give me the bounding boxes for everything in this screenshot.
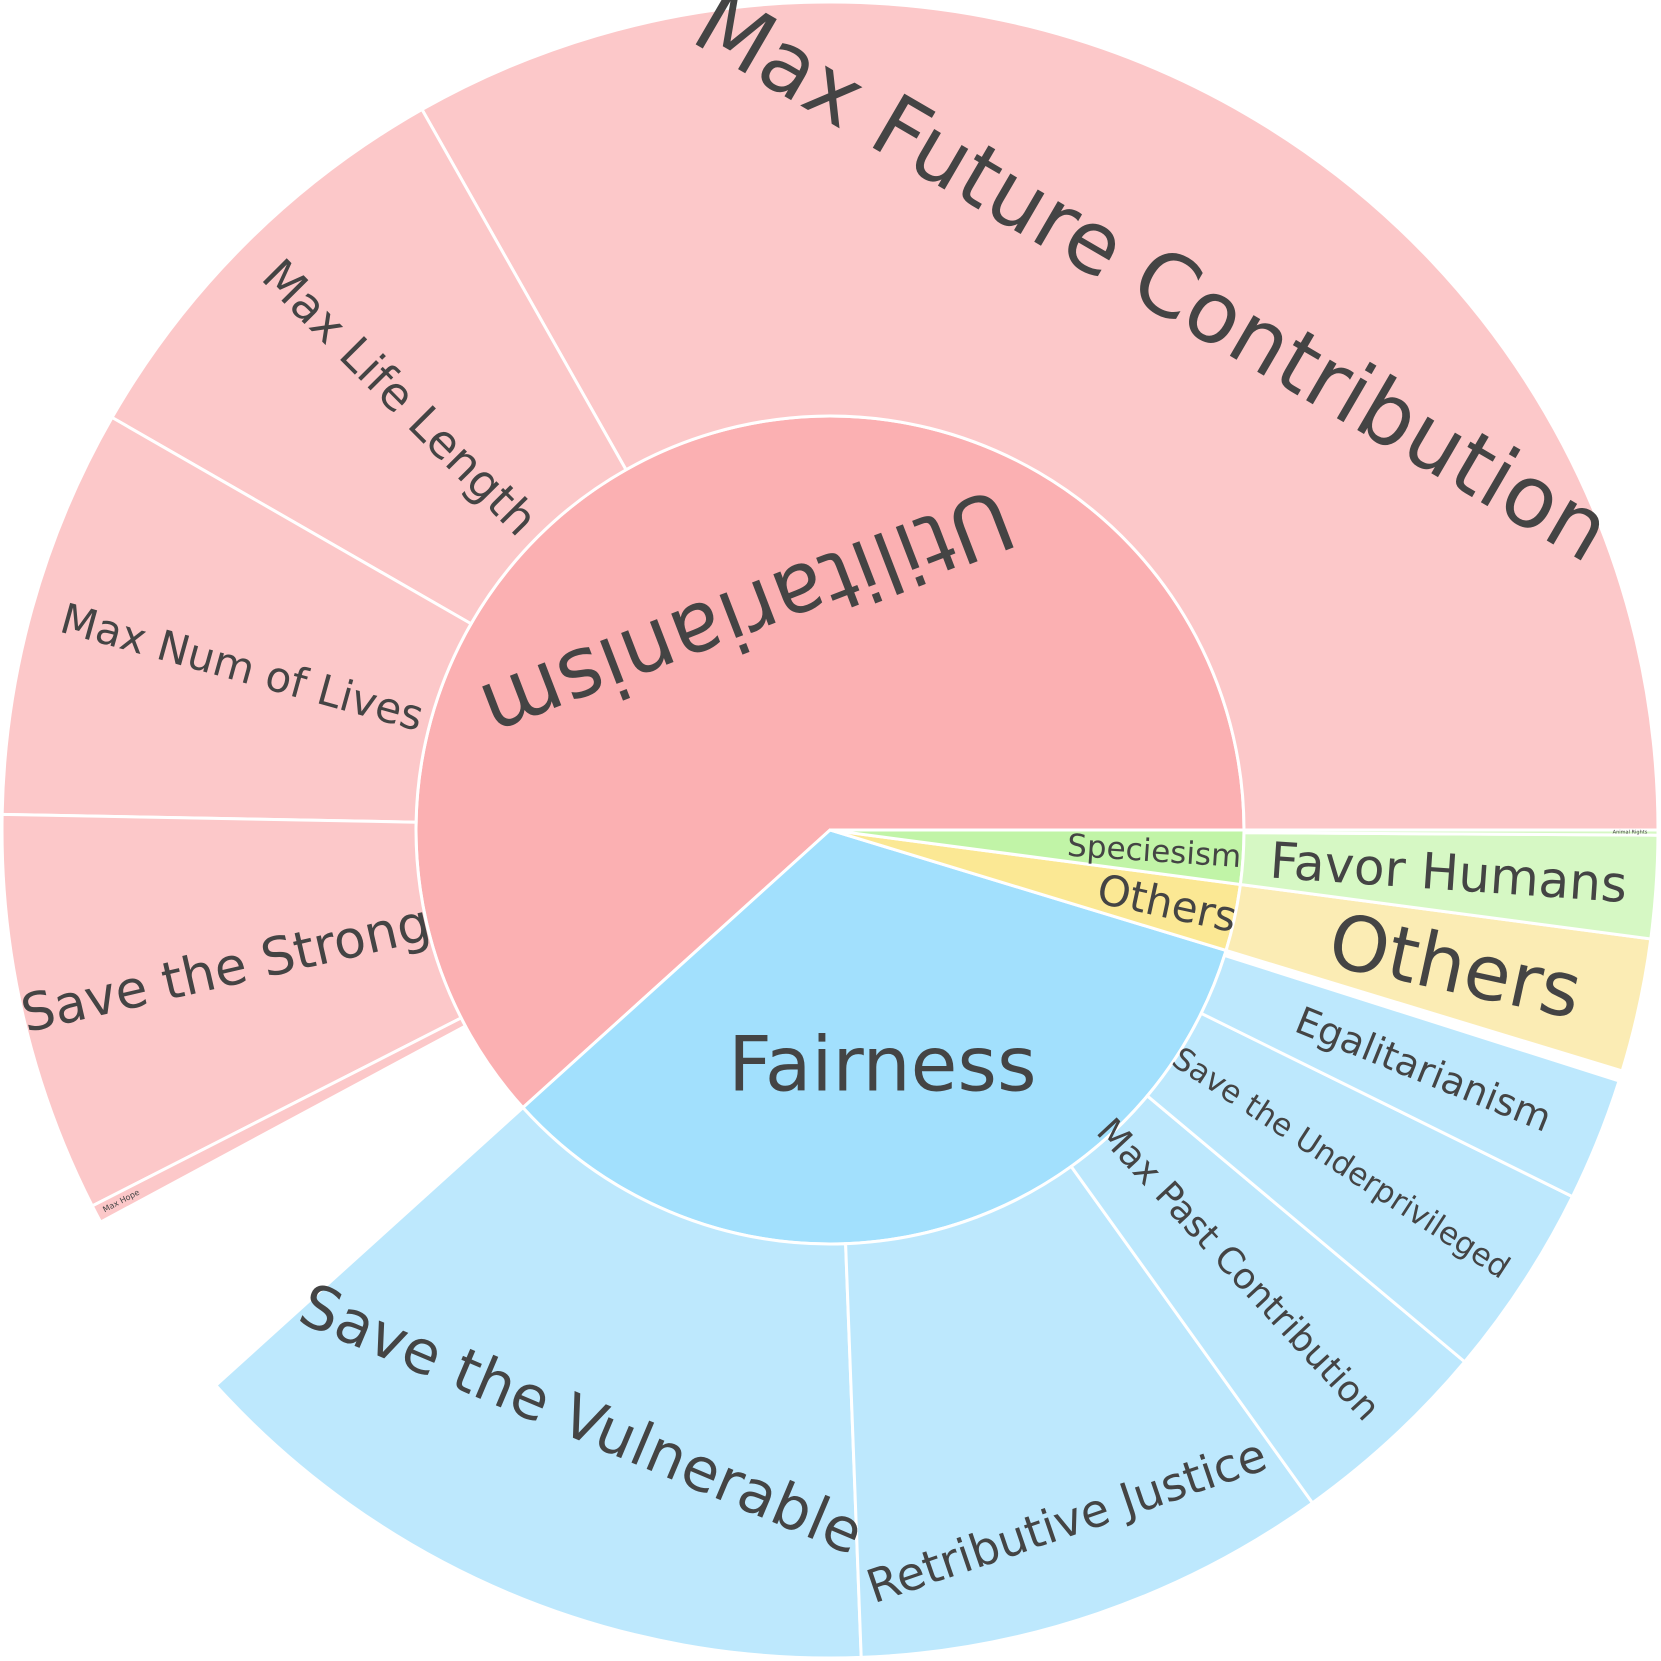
inner-label-fairness: Fairness: [728, 1020, 1036, 1109]
outer-segment-utilitarianism-max-hope: [90, 1015, 468, 1225]
outer-segment-utilitarianism-save-the-strong: [0, 812, 464, 1208]
outer-segment-speciesism-animal-rights: [1242, 828, 1660, 837]
outer-segment-others-others: [1224, 882, 1653, 1073]
outer-label-speciesism-animal-rights: Animal Rights: [1613, 829, 1648, 835]
outer-segment-utilitarianism-max-life-length: [110, 107, 629, 626]
outer-segment-utilitarianism-max-num-of-lives: [0, 415, 474, 824]
outer-segment-fairness-save-the-vulnerable: [213, 1105, 863, 1660]
inner-ring: [414, 414, 1246, 1246]
outer-segment-fairness-save-the-underprivileged: [1145, 1011, 1575, 1364]
outer-segment-fairness-max-past-contribution: [1069, 1093, 1467, 1506]
outer-segment-fairness-retributive-justice: [844, 1164, 1315, 1659]
outer-segment-fairness-egalitarianism: [1199, 953, 1621, 1199]
outer-segment-speciesism-favor-humans: [1238, 831, 1660, 941]
outer-segment-utilitarianism-max-future-contribution: [419, 0, 1660, 832]
